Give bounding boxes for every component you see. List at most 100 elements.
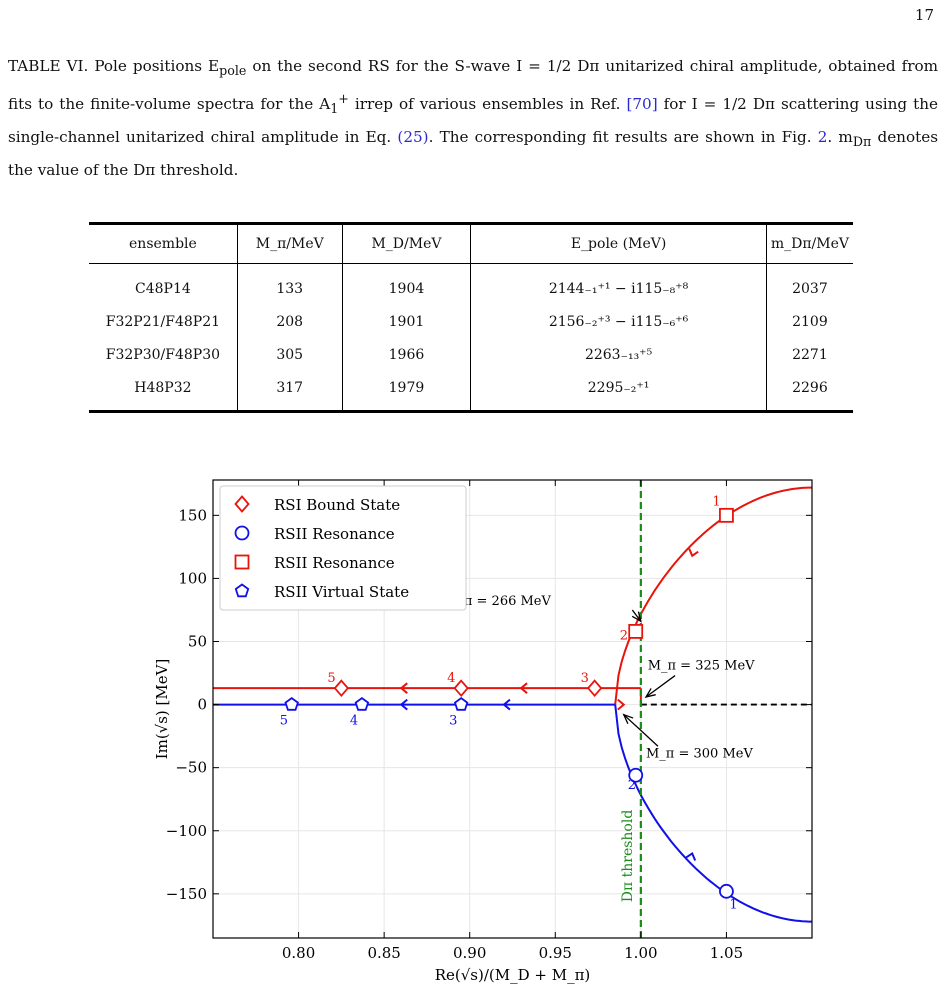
annotation-arrow-head [622, 713, 634, 725]
legend-label: RSII Resonance [274, 525, 395, 543]
blue-arc-direction-arrow [685, 851, 697, 861]
x-axis-label: Re(√s)/(M_D + M_π) [435, 966, 591, 984]
y-tick-label: 0 [197, 696, 207, 714]
red-direction-arrow [519, 682, 528, 694]
x-tick-label: 0.85 [367, 944, 400, 962]
caption-irrep-superscript: + [338, 91, 349, 107]
data-point-circle [628, 767, 644, 783]
plot-frame [212, 479, 813, 939]
caption-pole-subscript: pole [219, 63, 247, 79]
data-point-label: 4 [447, 671, 455, 686]
caption-label: TABLE VI. [8, 57, 89, 75]
annotation-label: M_π = 300 MeV [646, 747, 753, 762]
cell-ensemble: F32P30/F48P30 [89, 338, 238, 371]
pole-trajectory-chart: Dπ threshold 5 4 3 1 2 1 2 5 4 3 M_π = 266 MeV M_π =… [153, 479, 813, 984]
annotation-arrow-head [644, 688, 656, 699]
cell-epole: 2263₋₁₃⁺⁵ [470, 338, 767, 371]
cell-epole: 2295₋₂⁺¹ [470, 371, 767, 413]
table-caption: TABLE VI. Pole positions Epole on the se… [8, 52, 938, 184]
data-point-label: 5 [327, 671, 335, 686]
caption-text-7: denotes the value of the Dπ threshold. [8, 128, 938, 180]
y-tick-label: −50 [175, 759, 207, 777]
plot-area [213, 486, 812, 923]
legend-marker-diamond [234, 495, 250, 513]
data-point-label: 1 [712, 494, 720, 509]
table-row: F32P30/F48P30 305 1966 2263₋₁₃⁺⁵ 2271 [89, 338, 853, 371]
caption-text-3: irrep of various ensembles in Ref. [348, 95, 627, 114]
annotation-arrow-line [645, 675, 676, 698]
table-row: C48P14 133 1904 2144₋₁⁺¹ − i115₋₈⁺⁸ 2037 [89, 263, 853, 305]
data-point-pentagon [284, 696, 299, 711]
data-point-label: 3 [449, 714, 457, 729]
y-axis-label: Im(√s) [MeV] [153, 659, 171, 760]
table-row: F32P21/F48P21 208 1901 2156₋₂⁺³ − i115₋₆… [89, 305, 853, 338]
data-point-pentagon [354, 696, 370, 711]
reference-link[interactable]: [70] [626, 95, 658, 114]
data-point-label: 2 [628, 778, 636, 793]
header-epole: E_pole (MeV) [470, 222, 767, 264]
legend-label: RSII Virtual State [274, 583, 409, 601]
cell-md: 1901 [342, 305, 472, 338]
header-ensemble: ensemble [89, 222, 238, 264]
cell-mpi: 305 [237, 338, 343, 371]
red-arc-direction-arrow [688, 548, 699, 558]
blue-direction-arrow [399, 698, 408, 711]
data-point-label: 1 [729, 897, 737, 912]
x-tick-label: 0.90 [453, 944, 486, 962]
y-tick-label: −100 [166, 822, 207, 840]
legend-label: RSII Resonance [274, 554, 395, 572]
cell-mpi: 317 [237, 371, 343, 413]
red-direction-arrow [399, 682, 408, 694]
red-threshold-arrow [617, 698, 626, 711]
annotation-label: M_π = 266 MeV [444, 594, 551, 609]
x-tick-label: 0.95 [539, 944, 572, 962]
caption-text-1: Pole positions E [88, 57, 220, 75]
cell-mpi: 208 [237, 305, 343, 338]
table-header-row: ensemble M_π/MeV M_D/MeV E_pole (MeV) m_… [89, 222, 853, 264]
data-point-circle [719, 883, 734, 899]
page-number: 17 [914, 6, 934, 24]
caption-text-6: . m [827, 128, 853, 147]
blue-direction-arrow [502, 698, 511, 711]
data-point-square [628, 624, 644, 639]
red-resonance-trajectory [614, 486, 812, 705]
legend-label: RSI Bound State [274, 496, 400, 514]
data-point-diamond [453, 679, 469, 698]
data-point-pentagon [453, 696, 469, 711]
caption-text-2: on the second RS for the S-wave I = 1/2 … [8, 57, 939, 114]
annotation-label: M_π = 325 MeV [648, 658, 755, 673]
cell-threshold: 2296 [766, 371, 853, 413]
legend-marker-pentagon [234, 583, 250, 598]
header-threshold: m_Dπ/MeV [766, 222, 853, 264]
header-md: M_D/MeV [342, 222, 472, 264]
data-point-label: 4 [350, 714, 358, 729]
equation-link[interactable]: (25) [397, 128, 429, 147]
caption-text-5: . The corresponding fit results are show… [428, 128, 818, 147]
legend-marker-circle [234, 525, 250, 541]
data-point-label: 2 [620, 628, 628, 643]
annotation-arrow-line [623, 714, 659, 747]
data-point-label: 5 [280, 714, 288, 729]
figure-link[interactable]: 2 [817, 128, 828, 147]
y-tick-label: 150 [178, 506, 207, 524]
cell-threshold: 2037 [792, 280, 828, 297]
pole-positions-table: ensemble M_π/MeV M_D/MeV E_pole (MeV) m_… [89, 222, 853, 413]
cell-threshold: 2271 [792, 346, 828, 363]
cell-ensemble: C48P14 [89, 263, 238, 305]
cell-md: 1979 [342, 371, 472, 413]
annotation-arrow-line [631, 609, 642, 622]
x-tick-label: 1.05 [710, 944, 743, 962]
legend-box [219, 485, 467, 611]
y-tick-label: 100 [178, 569, 207, 587]
caption-irrep-subscript: 1 [330, 101, 339, 117]
data-point-label: 3 [581, 671, 589, 686]
data-point-diamond [586, 679, 603, 698]
cell-ensemble: F32P21/F48P21 [89, 305, 238, 338]
cell-threshold: 2109 [792, 313, 828, 330]
threshold-label: Dπ threshold [620, 810, 636, 903]
cell-mpi: 133 [237, 263, 343, 305]
data-point-square [719, 507, 734, 523]
cell-md: 1966 [342, 338, 472, 371]
header-mpi: M_π/MeV [237, 222, 343, 264]
x-tick-label: 1.00 [624, 944, 657, 962]
